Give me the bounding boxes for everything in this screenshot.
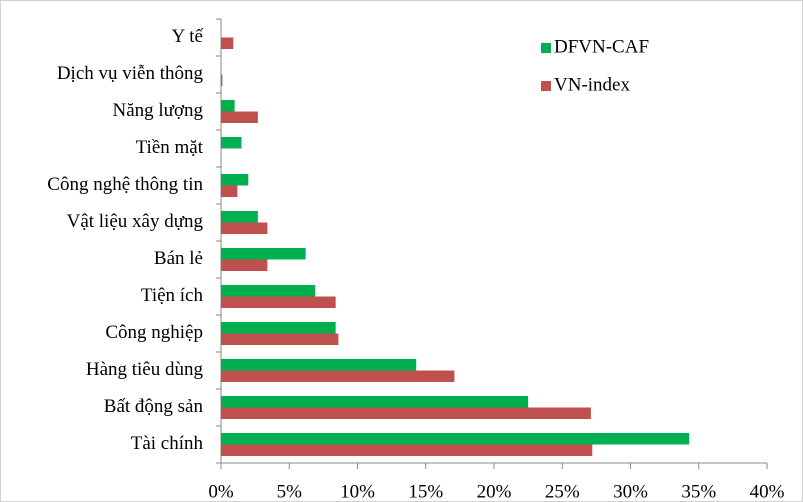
x-tick-label: 15% bbox=[408, 481, 443, 502]
bar bbox=[221, 322, 336, 334]
x-tick-label: 5% bbox=[277, 481, 303, 502]
x-tick-label: 25% bbox=[545, 481, 580, 502]
bar bbox=[221, 370, 455, 382]
x-tick-label: 0% bbox=[208, 481, 234, 502]
x-tick-label: 30% bbox=[613, 481, 648, 502]
y-tick-label: Tiện ích bbox=[141, 285, 204, 306]
legend-label: VN-index bbox=[554, 74, 630, 95]
y-tick-label: Công nghệ thông tin bbox=[47, 174, 203, 195]
bar bbox=[221, 248, 306, 260]
bar bbox=[221, 407, 591, 419]
y-tick-label: Dịch vụ viễn thông bbox=[57, 63, 204, 84]
y-tick-label: Hàng tiêu dùng bbox=[86, 359, 204, 380]
bar bbox=[221, 100, 235, 112]
bar bbox=[221, 259, 268, 271]
y-tick-label: Bán lẻ bbox=[154, 248, 203, 269]
y-tick-label: Bất động sản bbox=[104, 396, 204, 417]
bar bbox=[221, 433, 690, 445]
x-tick-label: 10% bbox=[340, 481, 375, 502]
bar bbox=[221, 396, 529, 408]
legend-swatch bbox=[541, 43, 551, 53]
y-tick-label: Vật liệu xây dựng bbox=[67, 211, 204, 232]
legend-label: DFVN-CAF bbox=[554, 36, 649, 57]
y-tick-label: Y tế bbox=[172, 26, 204, 47]
bar bbox=[221, 211, 258, 223]
bar bbox=[221, 74, 223, 86]
bar bbox=[221, 174, 249, 186]
bar bbox=[221, 359, 417, 371]
x-tick-label: 35% bbox=[681, 481, 716, 502]
bar bbox=[221, 333, 339, 345]
y-tick-label: Tài chính bbox=[131, 433, 204, 454]
legend-swatch bbox=[541, 81, 551, 91]
bar bbox=[221, 296, 336, 308]
y-tick-label: Công nghiệp bbox=[105, 322, 203, 343]
y-tick-label: Năng lượng bbox=[112, 100, 203, 121]
y-tick-label: Tiền mặt bbox=[136, 137, 204, 158]
bar bbox=[221, 111, 258, 123]
bar bbox=[221, 444, 593, 456]
bar bbox=[221, 137, 242, 149]
x-tick-label: 20% bbox=[477, 481, 512, 502]
x-tick-label: 40% bbox=[750, 481, 785, 502]
bar bbox=[221, 285, 316, 297]
bar bbox=[221, 222, 268, 234]
bar bbox=[221, 37, 234, 49]
bar bbox=[221, 185, 238, 197]
